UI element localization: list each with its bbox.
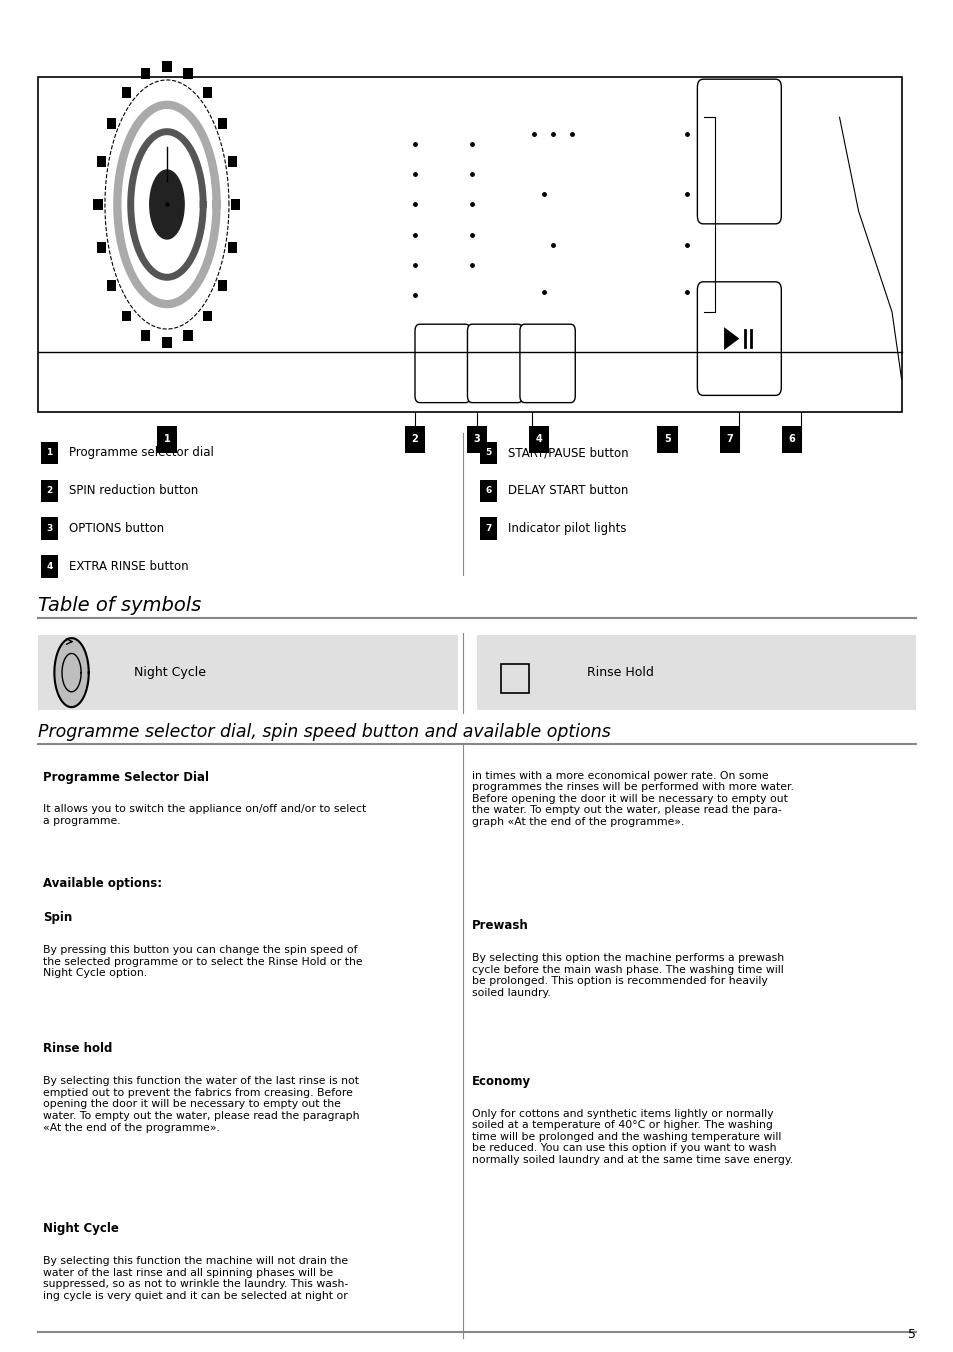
Text: 3: 3 — [47, 525, 52, 533]
FancyBboxPatch shape — [141, 68, 151, 78]
FancyBboxPatch shape — [467, 324, 522, 403]
Text: By pressing this button you can change the spin speed of
the selected programme : By pressing this button you can change t… — [43, 945, 362, 979]
FancyBboxPatch shape — [519, 324, 575, 403]
Text: OPTIONS button: OPTIONS button — [69, 522, 164, 535]
FancyBboxPatch shape — [156, 426, 177, 453]
Text: 6: 6 — [787, 434, 795, 445]
FancyBboxPatch shape — [466, 426, 487, 453]
Polygon shape — [723, 327, 739, 350]
Text: By selecting this function the machine will not drain the
water of the last rins: By selecting this function the machine w… — [43, 1256, 348, 1301]
Text: Rinse hold: Rinse hold — [43, 1042, 112, 1056]
FancyBboxPatch shape — [231, 199, 240, 210]
Text: Spin: Spin — [43, 911, 72, 925]
FancyBboxPatch shape — [122, 88, 132, 99]
Text: 5: 5 — [907, 1328, 915, 1341]
FancyBboxPatch shape — [122, 311, 132, 322]
FancyBboxPatch shape — [227, 157, 236, 168]
FancyBboxPatch shape — [217, 118, 227, 128]
FancyBboxPatch shape — [227, 242, 236, 253]
FancyBboxPatch shape — [528, 426, 549, 453]
FancyBboxPatch shape — [476, 635, 915, 710]
Text: Economy: Economy — [472, 1075, 531, 1088]
Text: 7: 7 — [485, 525, 491, 533]
Text: Table of symbols: Table of symbols — [38, 596, 201, 615]
FancyBboxPatch shape — [697, 80, 781, 224]
Text: EXTRA RINSE button: EXTRA RINSE button — [69, 560, 188, 573]
FancyBboxPatch shape — [41, 442, 58, 464]
Text: 1: 1 — [163, 434, 171, 445]
Text: By selecting this function the water of the last rinse is not
emptied out to pre: By selecting this function the water of … — [43, 1076, 359, 1133]
FancyBboxPatch shape — [183, 330, 193, 341]
Text: Indicator pilot lights: Indicator pilot lights — [507, 522, 625, 535]
FancyBboxPatch shape — [719, 426, 740, 453]
FancyBboxPatch shape — [404, 426, 425, 453]
FancyBboxPatch shape — [500, 664, 529, 694]
Text: DELAY START button: DELAY START button — [507, 484, 627, 498]
FancyBboxPatch shape — [217, 280, 227, 291]
FancyBboxPatch shape — [202, 88, 212, 99]
FancyBboxPatch shape — [162, 337, 172, 347]
Text: 5: 5 — [485, 449, 491, 457]
FancyBboxPatch shape — [38, 77, 901, 412]
Text: Rinse Hold: Rinse Hold — [586, 667, 653, 679]
Text: 4: 4 — [535, 434, 542, 445]
Text: Prewash: Prewash — [472, 919, 528, 933]
FancyBboxPatch shape — [183, 68, 193, 78]
Text: 3: 3 — [473, 434, 480, 445]
FancyBboxPatch shape — [697, 281, 781, 395]
FancyBboxPatch shape — [38, 635, 457, 710]
FancyBboxPatch shape — [97, 242, 107, 253]
FancyBboxPatch shape — [479, 480, 497, 502]
FancyBboxPatch shape — [162, 61, 172, 72]
Text: Night Cycle: Night Cycle — [43, 1222, 119, 1236]
Text: 7: 7 — [725, 434, 733, 445]
FancyBboxPatch shape — [97, 157, 107, 168]
FancyBboxPatch shape — [479, 442, 497, 464]
FancyBboxPatch shape — [781, 426, 801, 453]
Text: START/PAUSE button: START/PAUSE button — [507, 446, 627, 460]
FancyBboxPatch shape — [202, 311, 212, 322]
Text: Programme Selector Dial: Programme Selector Dial — [43, 771, 209, 784]
Text: Programme selector dial, spin speed button and available options: Programme selector dial, spin speed butt… — [38, 723, 610, 741]
FancyBboxPatch shape — [657, 426, 678, 453]
Text: By selecting this option the machine performs a prewash
cycle before the main wa: By selecting this option the machine per… — [472, 953, 783, 998]
FancyBboxPatch shape — [41, 518, 58, 539]
FancyBboxPatch shape — [107, 280, 116, 291]
Text: 6: 6 — [485, 487, 491, 495]
Text: Only for cottons and synthetic items lightly or normally
soiled at a temperature: Only for cottons and synthetic items lig… — [472, 1109, 793, 1165]
Text: Night Cycle: Night Cycle — [133, 667, 205, 679]
Text: It allows you to switch the appliance on/off and/or to select
a programme.: It allows you to switch the appliance on… — [43, 804, 366, 826]
Text: 4: 4 — [47, 562, 52, 571]
Text: 2: 2 — [411, 434, 418, 445]
Text: 1: 1 — [47, 449, 52, 457]
Text: in times with a more economical power rate. On some
programmes the rinses will b: in times with a more economical power ra… — [472, 771, 793, 827]
FancyBboxPatch shape — [41, 556, 58, 577]
Text: 2: 2 — [47, 487, 52, 495]
Text: SPIN reduction button: SPIN reduction button — [69, 484, 197, 498]
Text: Programme selector dial: Programme selector dial — [69, 446, 213, 460]
FancyBboxPatch shape — [141, 330, 151, 341]
Polygon shape — [54, 638, 89, 707]
FancyBboxPatch shape — [107, 118, 116, 128]
FancyBboxPatch shape — [93, 199, 103, 210]
FancyBboxPatch shape — [479, 518, 497, 539]
Text: Available options:: Available options: — [43, 877, 162, 891]
FancyBboxPatch shape — [41, 480, 58, 502]
Text: 5: 5 — [663, 434, 671, 445]
FancyBboxPatch shape — [415, 324, 470, 403]
Polygon shape — [150, 170, 184, 239]
